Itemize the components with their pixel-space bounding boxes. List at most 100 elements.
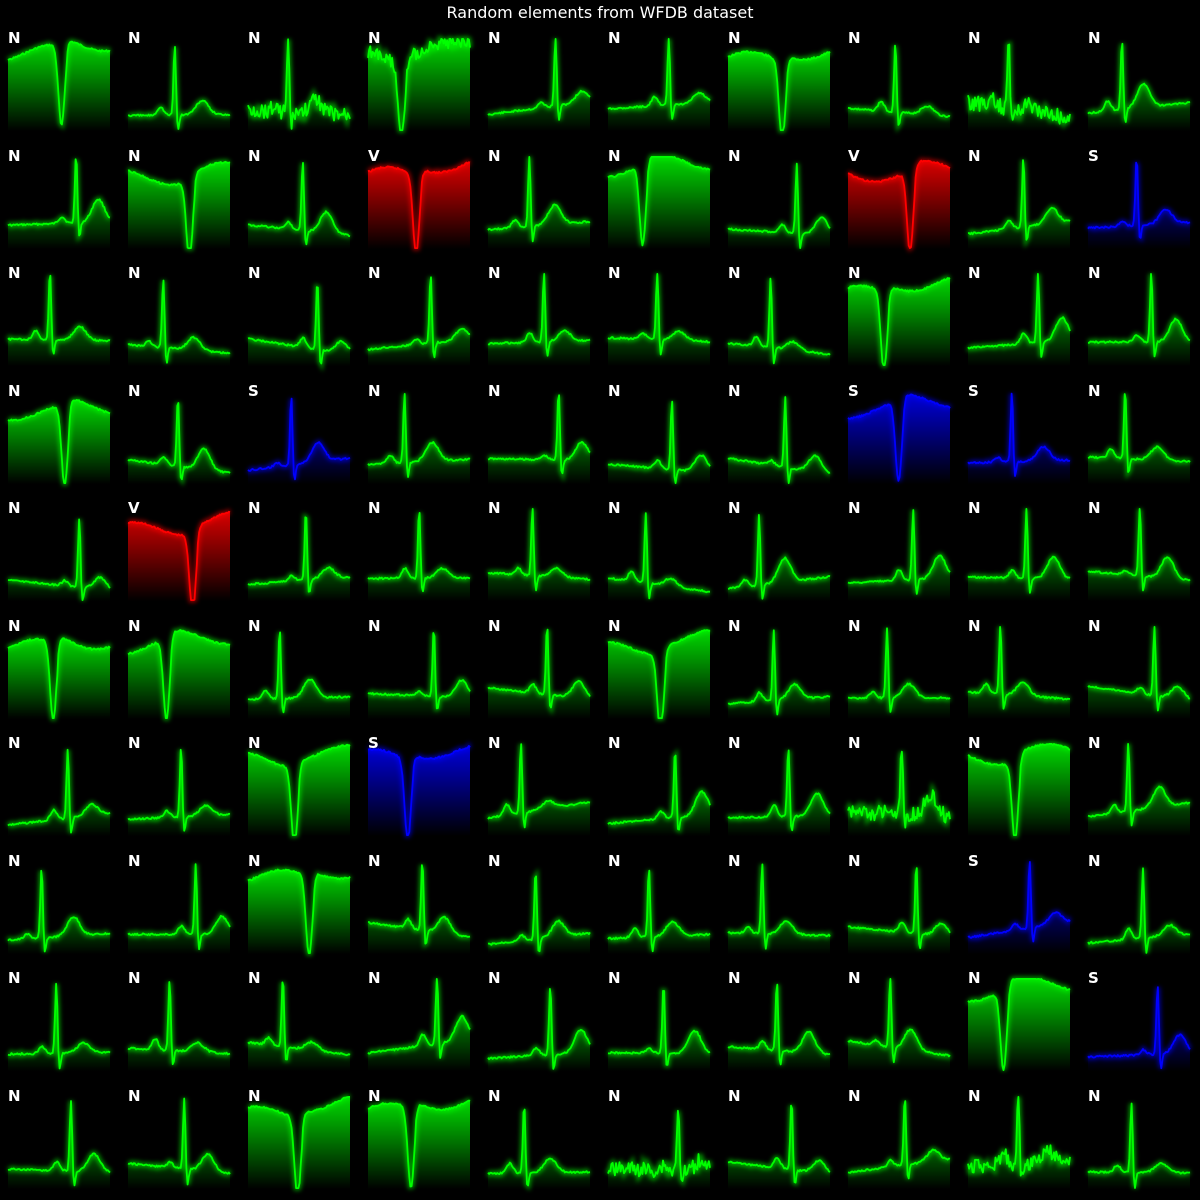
ecg-plot xyxy=(966,508,1072,601)
cell-class-label: N xyxy=(248,499,261,517)
ecg-plot xyxy=(367,741,472,838)
ecg-cell: N xyxy=(120,262,232,368)
ecg-cell: N xyxy=(720,380,831,486)
ecg-plot xyxy=(366,978,473,1071)
ecg-area xyxy=(488,629,590,719)
cell-class-label: N xyxy=(608,969,621,987)
ecg-trace xyxy=(7,748,111,834)
ecg-trace xyxy=(1087,625,1191,711)
ecg-plot xyxy=(847,509,952,601)
ecg-trace xyxy=(367,160,471,249)
cell-class-label: N xyxy=(128,381,141,400)
ecg-cell: N xyxy=(360,380,471,486)
ecg-cell: S xyxy=(840,380,953,486)
ecg-area xyxy=(728,514,830,601)
ecg-cell: N xyxy=(720,1085,832,1191)
cell-class-label: N xyxy=(248,851,261,870)
ecg-cell: V xyxy=(120,497,231,603)
ecg-cell: N xyxy=(720,732,832,838)
ecg-trace xyxy=(607,754,711,831)
ecg-cell: N xyxy=(600,497,710,603)
cell-class-label: N xyxy=(1088,29,1101,47)
ecg-plot xyxy=(486,508,592,601)
ecg-area xyxy=(248,982,350,1071)
ecg-cell: N xyxy=(240,967,352,1073)
ecg-area xyxy=(128,982,230,1071)
ecg-area xyxy=(608,38,710,131)
ecg-cell: N xyxy=(480,380,592,486)
cell-class-label: N xyxy=(488,734,501,752)
ecg-cell: N xyxy=(240,497,352,603)
ecg-plot xyxy=(6,157,111,249)
cell-class-label: N xyxy=(8,1086,21,1105)
ecg-cell: N xyxy=(600,380,713,486)
ecg-trace xyxy=(967,978,1071,1071)
ecg-trace xyxy=(847,866,951,949)
cell-class-label: N xyxy=(968,499,981,517)
cell-class-label: N xyxy=(1088,381,1101,400)
cell-class-label: N xyxy=(248,146,261,165)
cell-class-label: S xyxy=(1088,146,1099,165)
ecg-cell: N xyxy=(1080,27,1191,133)
ecg-area xyxy=(848,393,950,484)
ecg-trace xyxy=(607,512,710,600)
ecg-cell: N xyxy=(0,732,112,838)
ecg-trace xyxy=(367,512,471,593)
ecg-trace xyxy=(367,276,471,359)
ecg-area xyxy=(248,1096,350,1189)
ecg-plot xyxy=(247,1093,350,1191)
ecg-area xyxy=(1088,743,1190,836)
cell-class-label: N xyxy=(728,264,741,282)
cell-class-label: N xyxy=(848,29,861,47)
ecg-trace xyxy=(7,869,111,952)
cell-class-label: N xyxy=(608,734,621,752)
cell-class-label: N xyxy=(728,29,741,47)
ecg-cell: N xyxy=(960,967,1072,1073)
ecg-area xyxy=(128,511,230,601)
ecg-trace xyxy=(487,875,591,952)
ecg-trace xyxy=(847,44,951,126)
ecg-trace xyxy=(487,508,591,592)
ecg-trace xyxy=(367,392,471,478)
ecg-cell: N xyxy=(840,850,953,956)
ecg-trace xyxy=(7,1099,111,1186)
cell-class-label: N xyxy=(368,969,381,987)
ecg-trace xyxy=(367,631,471,709)
ecg-cell: N xyxy=(360,615,473,721)
ecg-area xyxy=(968,159,1070,249)
ecg-cell: N xyxy=(120,380,232,486)
ecg-cell: N xyxy=(480,497,592,603)
ecg-plot xyxy=(1086,42,1191,131)
ecg-trace xyxy=(127,1097,231,1185)
ecg-trace xyxy=(847,277,951,366)
ecg-cell: N xyxy=(480,27,592,133)
ecg-plot xyxy=(485,743,591,836)
ecg-cell: N xyxy=(960,145,1072,251)
ecg-trace xyxy=(607,869,711,952)
ecg-cell: V xyxy=(840,145,952,252)
cell-class-label: S xyxy=(1088,969,1099,987)
ecg-trace xyxy=(967,625,1070,710)
ecg-area xyxy=(488,1109,590,1189)
cell-class-label: V xyxy=(128,499,140,517)
ecg-cell: N xyxy=(360,262,471,368)
cell-class-label: N xyxy=(608,1086,621,1105)
ecg-cell: N xyxy=(0,380,111,486)
ecg-area xyxy=(968,393,1070,484)
cell-class-label: N xyxy=(1088,851,1101,870)
ecg-cell: N xyxy=(600,262,711,368)
ecg-trace xyxy=(607,273,711,356)
ecg-area xyxy=(848,510,950,601)
ecg-trace xyxy=(7,398,111,484)
cell-class-label: N xyxy=(8,264,21,282)
ecg-cell: N xyxy=(1080,615,1192,721)
ecg-plot xyxy=(6,748,112,836)
ecg-plot xyxy=(126,401,232,486)
cell-class-label: N xyxy=(728,734,741,752)
ecg-trace xyxy=(487,743,591,829)
ecg-area xyxy=(368,632,470,719)
ecg-trace xyxy=(248,743,351,836)
ecg-cell: N xyxy=(600,145,712,251)
ecg-plot xyxy=(1087,743,1191,836)
ecg-plot xyxy=(967,158,1072,249)
